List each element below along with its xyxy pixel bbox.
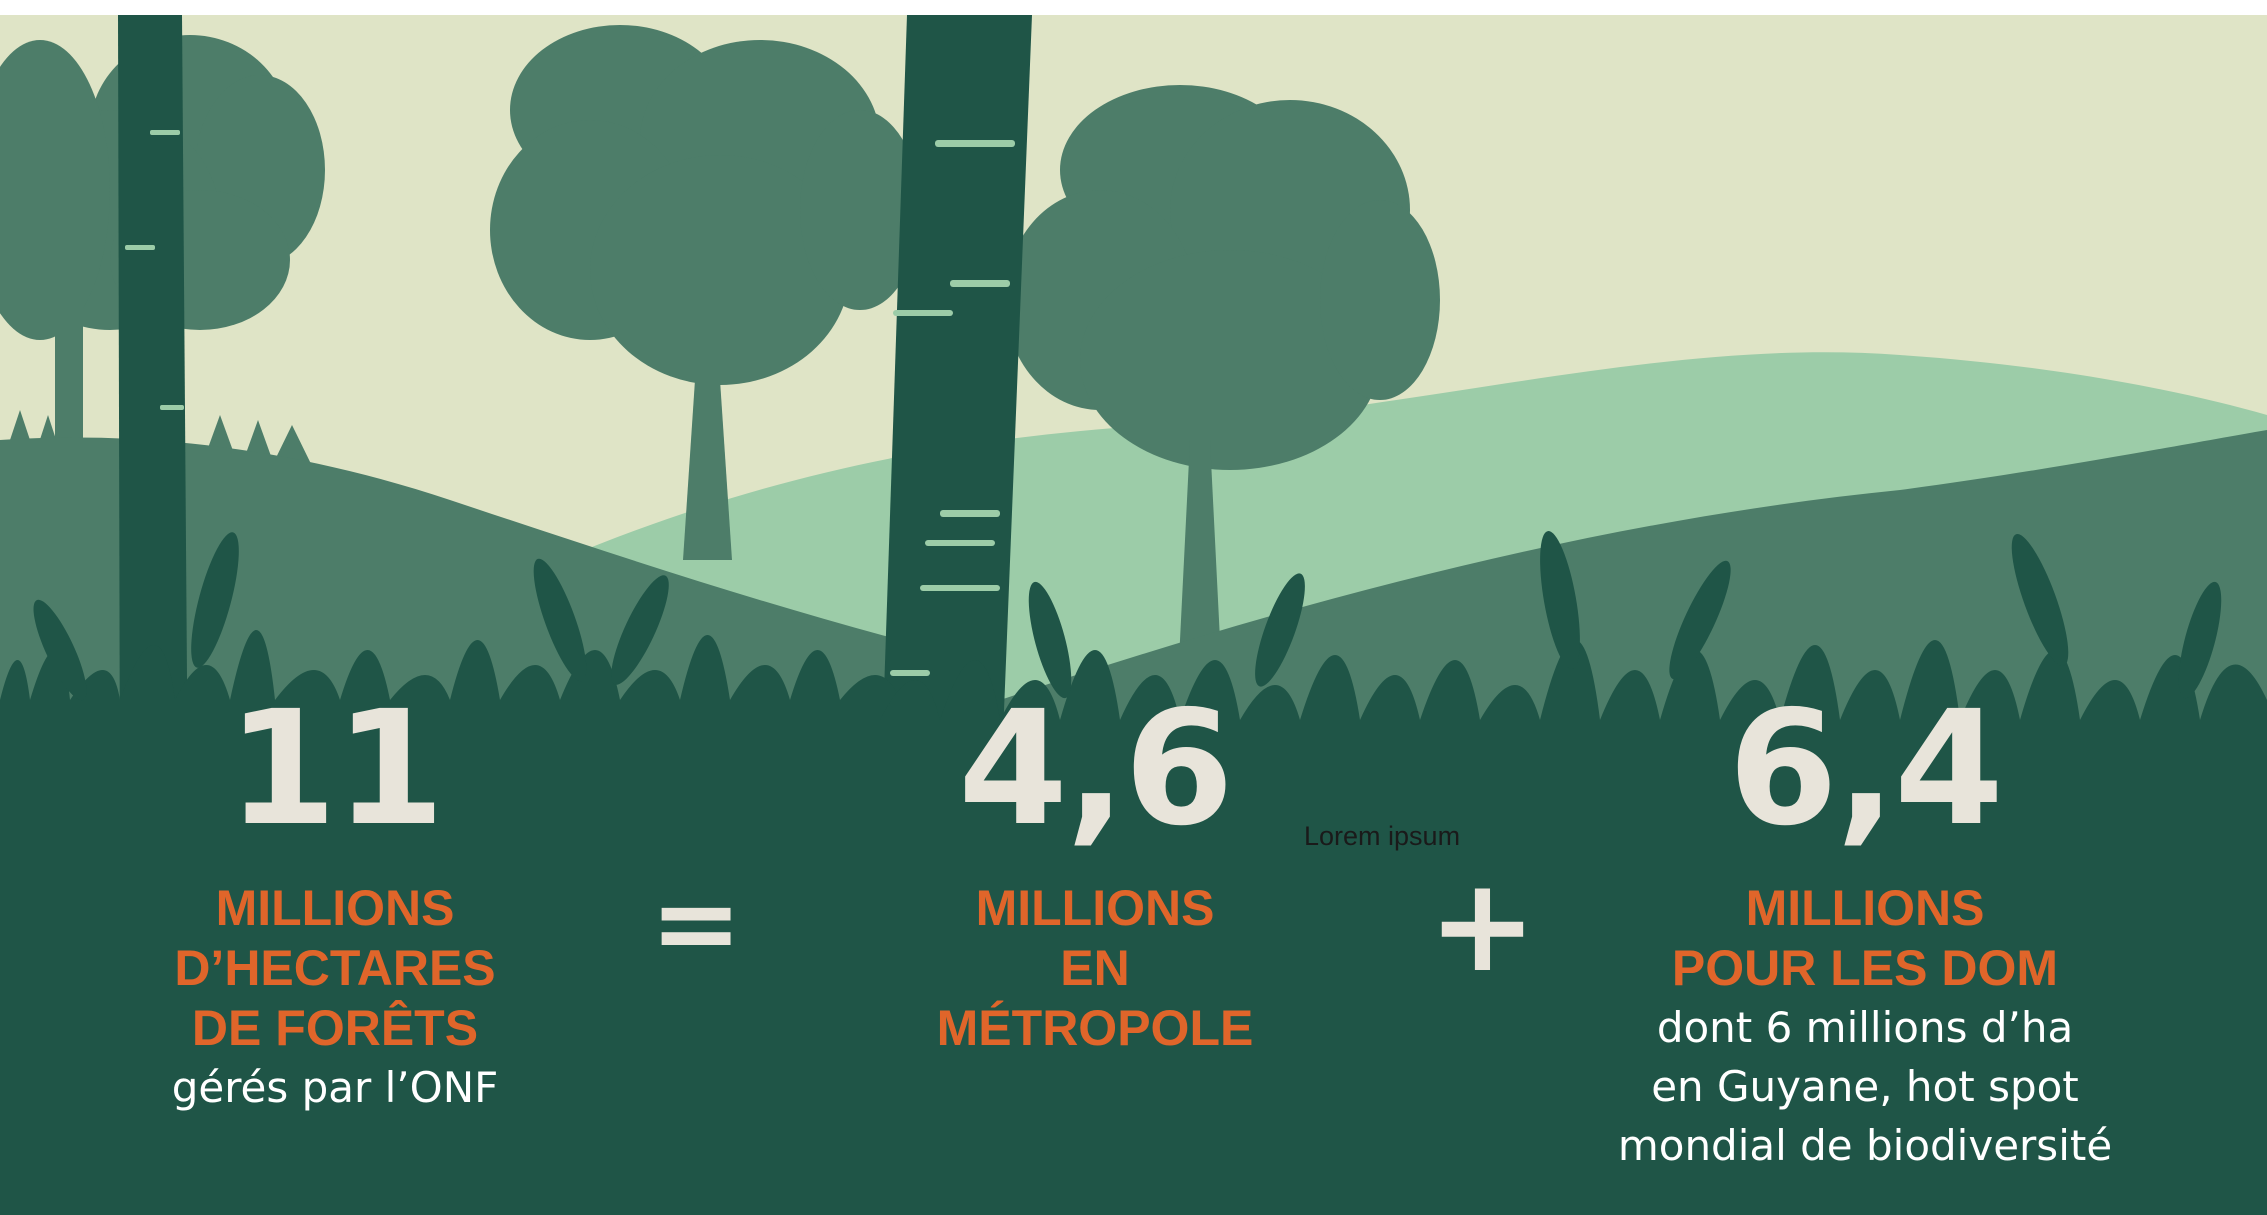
stat-total-forest: 11 MILLIONS D’HECTARES DE FORÊTS gérés p…	[120, 690, 550, 1117]
stat-dom-line1: MILLIONS	[1745, 880, 1985, 936]
equals-sign: =	[650, 859, 743, 987]
stat-total-line2: D’HECTARES	[174, 940, 496, 996]
tree-trunks	[118, 15, 1032, 810]
stat-dom-line2: POUR LES DOM	[1671, 940, 2059, 996]
stat-metropole: 4,6 MILLIONS EN MÉTROPOLE	[880, 690, 1310, 1058]
stat-metropole-line2: EN	[1060, 940, 1130, 996]
bark-marks	[125, 130, 1015, 676]
stat-dom: 6,4 MILLIONS POUR LES DOM dont 6 million…	[1580, 690, 2150, 1175]
stat-metropole-line3: MÉTROPOLE	[936, 1000, 1254, 1056]
stat-total-note: gérés par l’ONF	[171, 1063, 499, 1112]
plus-sign: +	[1428, 849, 1537, 1001]
ground	[0, 830, 2267, 1215]
stat-dom-number: 6,4	[1728, 677, 2004, 861]
stat-total-number: 11	[227, 677, 445, 861]
stat-total-line1: MILLIONS	[215, 880, 455, 936]
stat-total-line3: DE FORÊTS	[191, 1000, 479, 1056]
stat-metropole-number: 4,6	[958, 677, 1234, 861]
placeholder-text: Lorem ipsum	[1304, 821, 1461, 851]
foreground-grass	[0, 531, 2267, 840]
stat-dom-note3: mondial de biodiversité	[1617, 1121, 2113, 1170]
stat-dom-note1: dont 6 millions d’ha	[1656, 1003, 2074, 1052]
stat-metropole-line1: MILLIONS	[975, 880, 1215, 936]
stat-dom-note2: en Guyane, hot spot	[1651, 1062, 2079, 1111]
